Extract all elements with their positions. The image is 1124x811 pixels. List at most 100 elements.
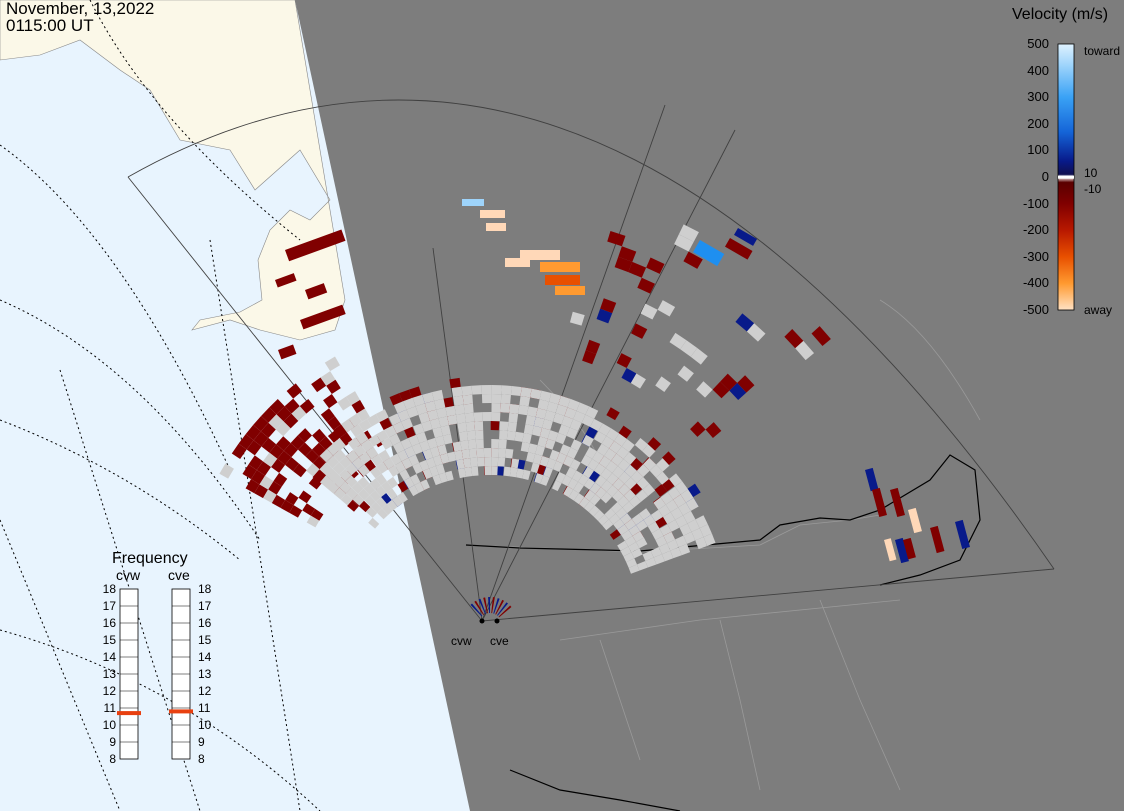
scatter-cell	[486, 223, 506, 231]
scatter-cell	[305, 283, 328, 300]
scatter-cell	[643, 514, 656, 527]
scatter-cell	[445, 470, 454, 482]
radar-fov	[127, 99, 1055, 622]
scatter-cell	[260, 422, 276, 438]
scatter-cell	[455, 413, 466, 424]
scatter-cell	[285, 457, 300, 472]
scatter-cell	[649, 464, 663, 478]
scatter-cell	[424, 400, 437, 413]
scatter-cell	[605, 460, 618, 474]
scatter-cell	[297, 428, 313, 443]
scatter-cell	[595, 487, 607, 499]
scatter-cell	[447, 414, 458, 426]
scatter-cell	[581, 414, 595, 427]
scatter-cell	[411, 443, 423, 455]
colorbar-zero-band	[1058, 175, 1074, 179]
freq-scale-label-left: 9	[109, 735, 116, 749]
scatter-cell	[571, 470, 583, 482]
scatter-cell	[305, 449, 320, 464]
scatter-cell	[693, 239, 725, 267]
negative-threshold-label: -10	[1084, 182, 1102, 196]
scatter-cell	[657, 300, 676, 317]
scatter-cell	[510, 385, 522, 397]
scatter-cell	[408, 485, 419, 497]
scatter-cell	[674, 234, 694, 252]
scatter-cell	[412, 394, 425, 407]
scatter-cell	[609, 529, 621, 540]
scatter-cell	[561, 415, 574, 428]
scatter-cell	[617, 524, 629, 536]
scatter-cell	[397, 409, 410, 422]
scatter-cell	[261, 407, 277, 423]
scatter-cell	[630, 373, 646, 389]
scatter-cell	[518, 404, 529, 416]
scatter-cell	[292, 463, 307, 478]
scatter-cell	[263, 489, 277, 504]
scatter-cell	[629, 482, 643, 496]
scatter-cell	[549, 449, 560, 461]
scatter-cell	[285, 492, 299, 506]
scatter-cell	[327, 416, 341, 431]
scatter-cell	[245, 424, 261, 441]
scatter-cell	[418, 412, 430, 424]
scatter-cell	[499, 421, 509, 431]
scatter-cell	[725, 238, 753, 260]
scatter-cell	[566, 427, 578, 440]
scatter-cell	[420, 479, 430, 491]
scatter-cell	[388, 465, 400, 477]
scatter-cell	[500, 394, 511, 404]
scatter-cell	[348, 413, 363, 427]
scatter-cell	[683, 510, 696, 524]
scatter-cell	[607, 231, 626, 247]
scatter-cell	[400, 438, 412, 450]
scatter-cell	[277, 450, 292, 465]
freq-scale-label-right: 9	[198, 735, 205, 749]
scatter-cell	[593, 431, 607, 444]
scatter-cell	[530, 462, 540, 474]
scatter-cell	[351, 457, 365, 470]
scatter-cell	[497, 457, 506, 467]
scatter-cell	[582, 466, 595, 479]
scatter-cell	[491, 466, 498, 476]
scatter-cell	[358, 418, 372, 432]
scatter-cell	[464, 467, 473, 477]
scatter-cell	[669, 473, 683, 487]
scatter-cell	[537, 399, 550, 411]
scatter-cell	[650, 546, 662, 558]
scatter-cell	[735, 313, 755, 332]
scatter-cell	[501, 385, 512, 395]
scatter-cell	[555, 472, 566, 484]
scatter-cell	[271, 494, 286, 508]
scatter-cell	[588, 505, 600, 517]
scatter-cell	[268, 414, 284, 430]
scatter-cell	[543, 466, 553, 478]
scatter-cell	[473, 412, 483, 422]
scatter-cell	[491, 385, 502, 395]
scatter-cell	[491, 412, 501, 422]
scatter-cell	[394, 461, 406, 473]
scatter-cell	[483, 597, 488, 614]
scatter-cell	[865, 467, 879, 492]
scatter-cell	[621, 439, 635, 452]
scatter-cell	[306, 463, 320, 477]
scatter-cell	[461, 385, 473, 396]
scatter-cell	[573, 410, 586, 423]
scatter-cell	[366, 446, 379, 460]
scatter-cell	[556, 452, 567, 464]
scatter-cell	[465, 421, 476, 432]
scatter-cell	[614, 433, 628, 447]
scatter-cell	[408, 434, 420, 447]
scatter-cell	[397, 491, 408, 504]
scatter-cell	[593, 509, 605, 521]
site-marker-cvw	[479, 618, 485, 624]
scatter-cell	[565, 467, 577, 479]
scatter-cell	[534, 473, 544, 484]
scatter-cell	[332, 474, 346, 488]
scatter-cell	[631, 548, 643, 559]
scatter-cell	[474, 600, 484, 616]
scatter-cell	[414, 482, 425, 494]
scatter-cell	[696, 381, 713, 398]
scatter-cell	[386, 488, 398, 500]
scatter-cell	[289, 505, 303, 518]
scatter-cell	[351, 481, 364, 494]
